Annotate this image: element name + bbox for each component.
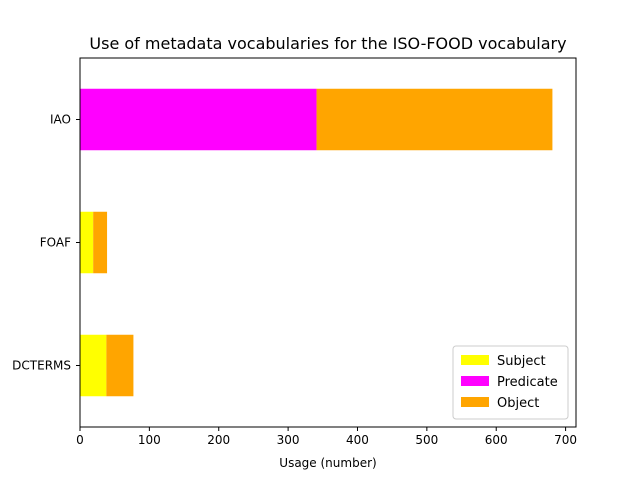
bar-dcterms-object (106, 334, 134, 397)
bars-layer (80, 88, 553, 397)
bar-foaf-subject (80, 211, 94, 274)
x-axis-label: Usage (number) (279, 456, 376, 470)
x-tick-label: 700 (554, 433, 577, 447)
bar-foaf-object (93, 211, 108, 274)
legend-label-object: Object (497, 396, 539, 411)
x-tick-label: 200 (207, 433, 230, 447)
y-tick-label: DCTERMS (12, 359, 71, 373)
x-tick-label: 600 (485, 433, 508, 447)
legend: Subject Predicate Object (452, 345, 569, 420)
bar-iao-object (316, 88, 553, 151)
x-axis-ticks: 0 100 200 300 400 500 600 700 (76, 427, 577, 447)
y-tick-label: IAO (50, 113, 71, 127)
bar-iao-predicate (80, 88, 317, 151)
legend-label-predicate: Predicate (497, 375, 558, 390)
x-tick-label: 300 (277, 433, 300, 447)
x-tick-label: 0 (76, 433, 84, 447)
y-tick-label: FOAF (40, 236, 71, 250)
x-tick-label: 500 (415, 433, 438, 447)
bar-dcterms-subject (80, 334, 107, 397)
legend-swatch-predicate (461, 376, 489, 386)
chart-title: Use of metadata vocabularies for the ISO… (89, 34, 566, 53)
x-tick-label: 400 (346, 433, 369, 447)
legend-swatch-subject (461, 355, 489, 365)
x-tick-label: 100 (138, 433, 161, 447)
legend-swatch-object (461, 397, 489, 407)
y-axis-ticks: DCTERMS FOAF IAO (12, 113, 80, 373)
legend-label-subject: Subject (497, 354, 546, 369)
